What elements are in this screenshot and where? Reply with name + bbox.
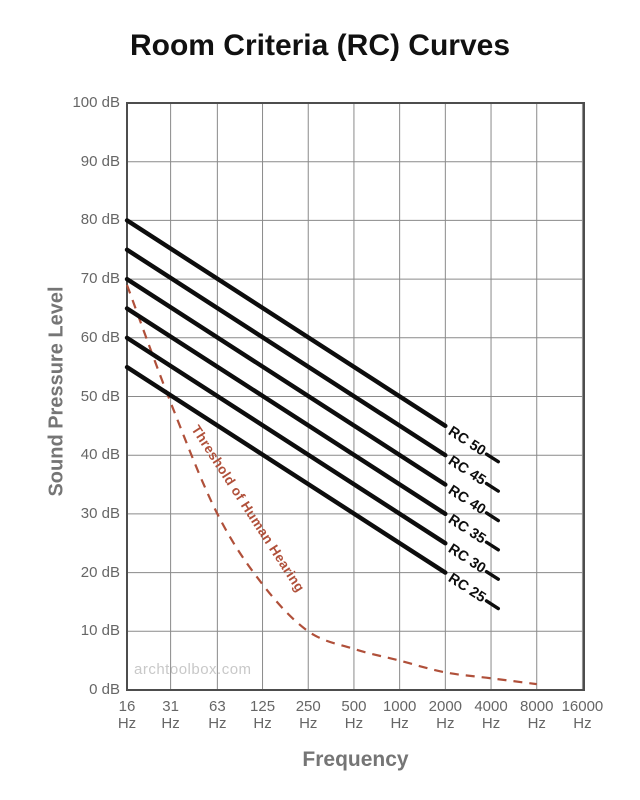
x-tick-value: 125 (250, 698, 276, 715)
rc-curve-line (124, 218, 448, 429)
rc-curve-line (124, 335, 448, 546)
rc-curve-label: RC 45 (445, 453, 488, 489)
x-tick-value: 16000 (561, 698, 604, 715)
x-tick-unit: Hz (344, 715, 364, 732)
y-tick-label: 40 dB (80, 446, 120, 464)
rc-curve-label: RC 35 (445, 512, 488, 548)
x-tick-label: 8000 Hz (509, 698, 565, 732)
x-tick-unit: Hz (253, 715, 272, 732)
rc-curve-label: RC 30 (445, 541, 488, 577)
y-tick-label: 10 dB (80, 622, 120, 640)
y-tick-label: 50 dB (80, 387, 120, 405)
rc-curve-line (124, 276, 448, 487)
rc-curve-line (124, 364, 448, 575)
x-tick-label: 1000 Hz (372, 698, 428, 732)
x-tick-value: 1000 (382, 698, 417, 715)
y-tick-label: 80 dB (80, 211, 120, 229)
x-tick-label: 125 Hz (235, 698, 291, 732)
rc-curve-line (124, 306, 448, 517)
x-tick-label: 16000 Hz (554, 698, 610, 732)
y-tick-label: 60 dB (80, 328, 120, 346)
x-tick-value: 4000 (474, 698, 508, 715)
x-tick-label: 2000 Hz (417, 698, 473, 732)
y-tick-label: 0 dB (89, 681, 120, 698)
y-tick-label: 100 dB (72, 94, 120, 111)
x-tick-value: 16 (118, 698, 136, 715)
x-tick-unit: Hz (299, 715, 318, 732)
y-tick-label: 70 dB (80, 270, 120, 288)
x-tick-label: 16 Hz (99, 698, 155, 732)
x-tick-value: 8000 (520, 698, 554, 715)
y-tick-label: 20 dB (80, 563, 120, 581)
y-tick-label: 90 dB (80, 152, 120, 170)
rc-curve-label: RC 25 (445, 570, 488, 606)
x-tick-value: 500 (341, 698, 367, 715)
plot-border (126, 102, 585, 691)
x-tick-unit: Hz (390, 715, 409, 732)
x-tick-value: 2000 (428, 698, 463, 715)
threshold-curve (125, 284, 537, 686)
x-tick-value: 63 (209, 698, 226, 715)
y-tick-label: 30 dB (80, 504, 120, 522)
x-tick-unit: Hz (436, 715, 455, 732)
chart-title: Room Criteria (RC) Curves (129, 29, 511, 62)
x-tick-unit: Hz (527, 715, 546, 732)
rc-curve-label-dash (484, 599, 500, 611)
rc-curve-label-dash (484, 569, 500, 581)
x-tick-label: 4000 Hz (463, 698, 519, 732)
x-tick-label: 63 Hz (189, 698, 245, 732)
x-tick-value: 250 (295, 698, 321, 715)
rc-curve-label-dash (484, 540, 500, 552)
x-tick-label: 250 Hz (280, 698, 336, 732)
rc-curve-label-dash (484, 481, 500, 493)
rc-curve-label-dash (484, 511, 500, 523)
rc-curve-label: RC 40 (445, 482, 488, 518)
rc-curve-label-dash (484, 452, 500, 464)
x-tick-unit: Hz (161, 715, 180, 732)
rc-curve-label: RC 50 (445, 424, 488, 460)
x-tick-label: 500 Hz (326, 698, 382, 732)
x-tick-unit: Hz (573, 715, 592, 732)
threshold-curve-label: Threshold of Human Hearing (188, 422, 307, 594)
x-axis-title: Frequency (302, 748, 409, 771)
x-tick-value: 31 (162, 698, 179, 715)
x-tick-unit: Hz (208, 715, 227, 732)
x-tick-unit: Hz (117, 715, 137, 732)
x-tick-unit: Hz (481, 715, 501, 732)
rc-curve-line (124, 247, 448, 458)
x-tick-label: 31 Hz (143, 698, 199, 732)
watermark: archtoolbox.com (134, 661, 252, 678)
